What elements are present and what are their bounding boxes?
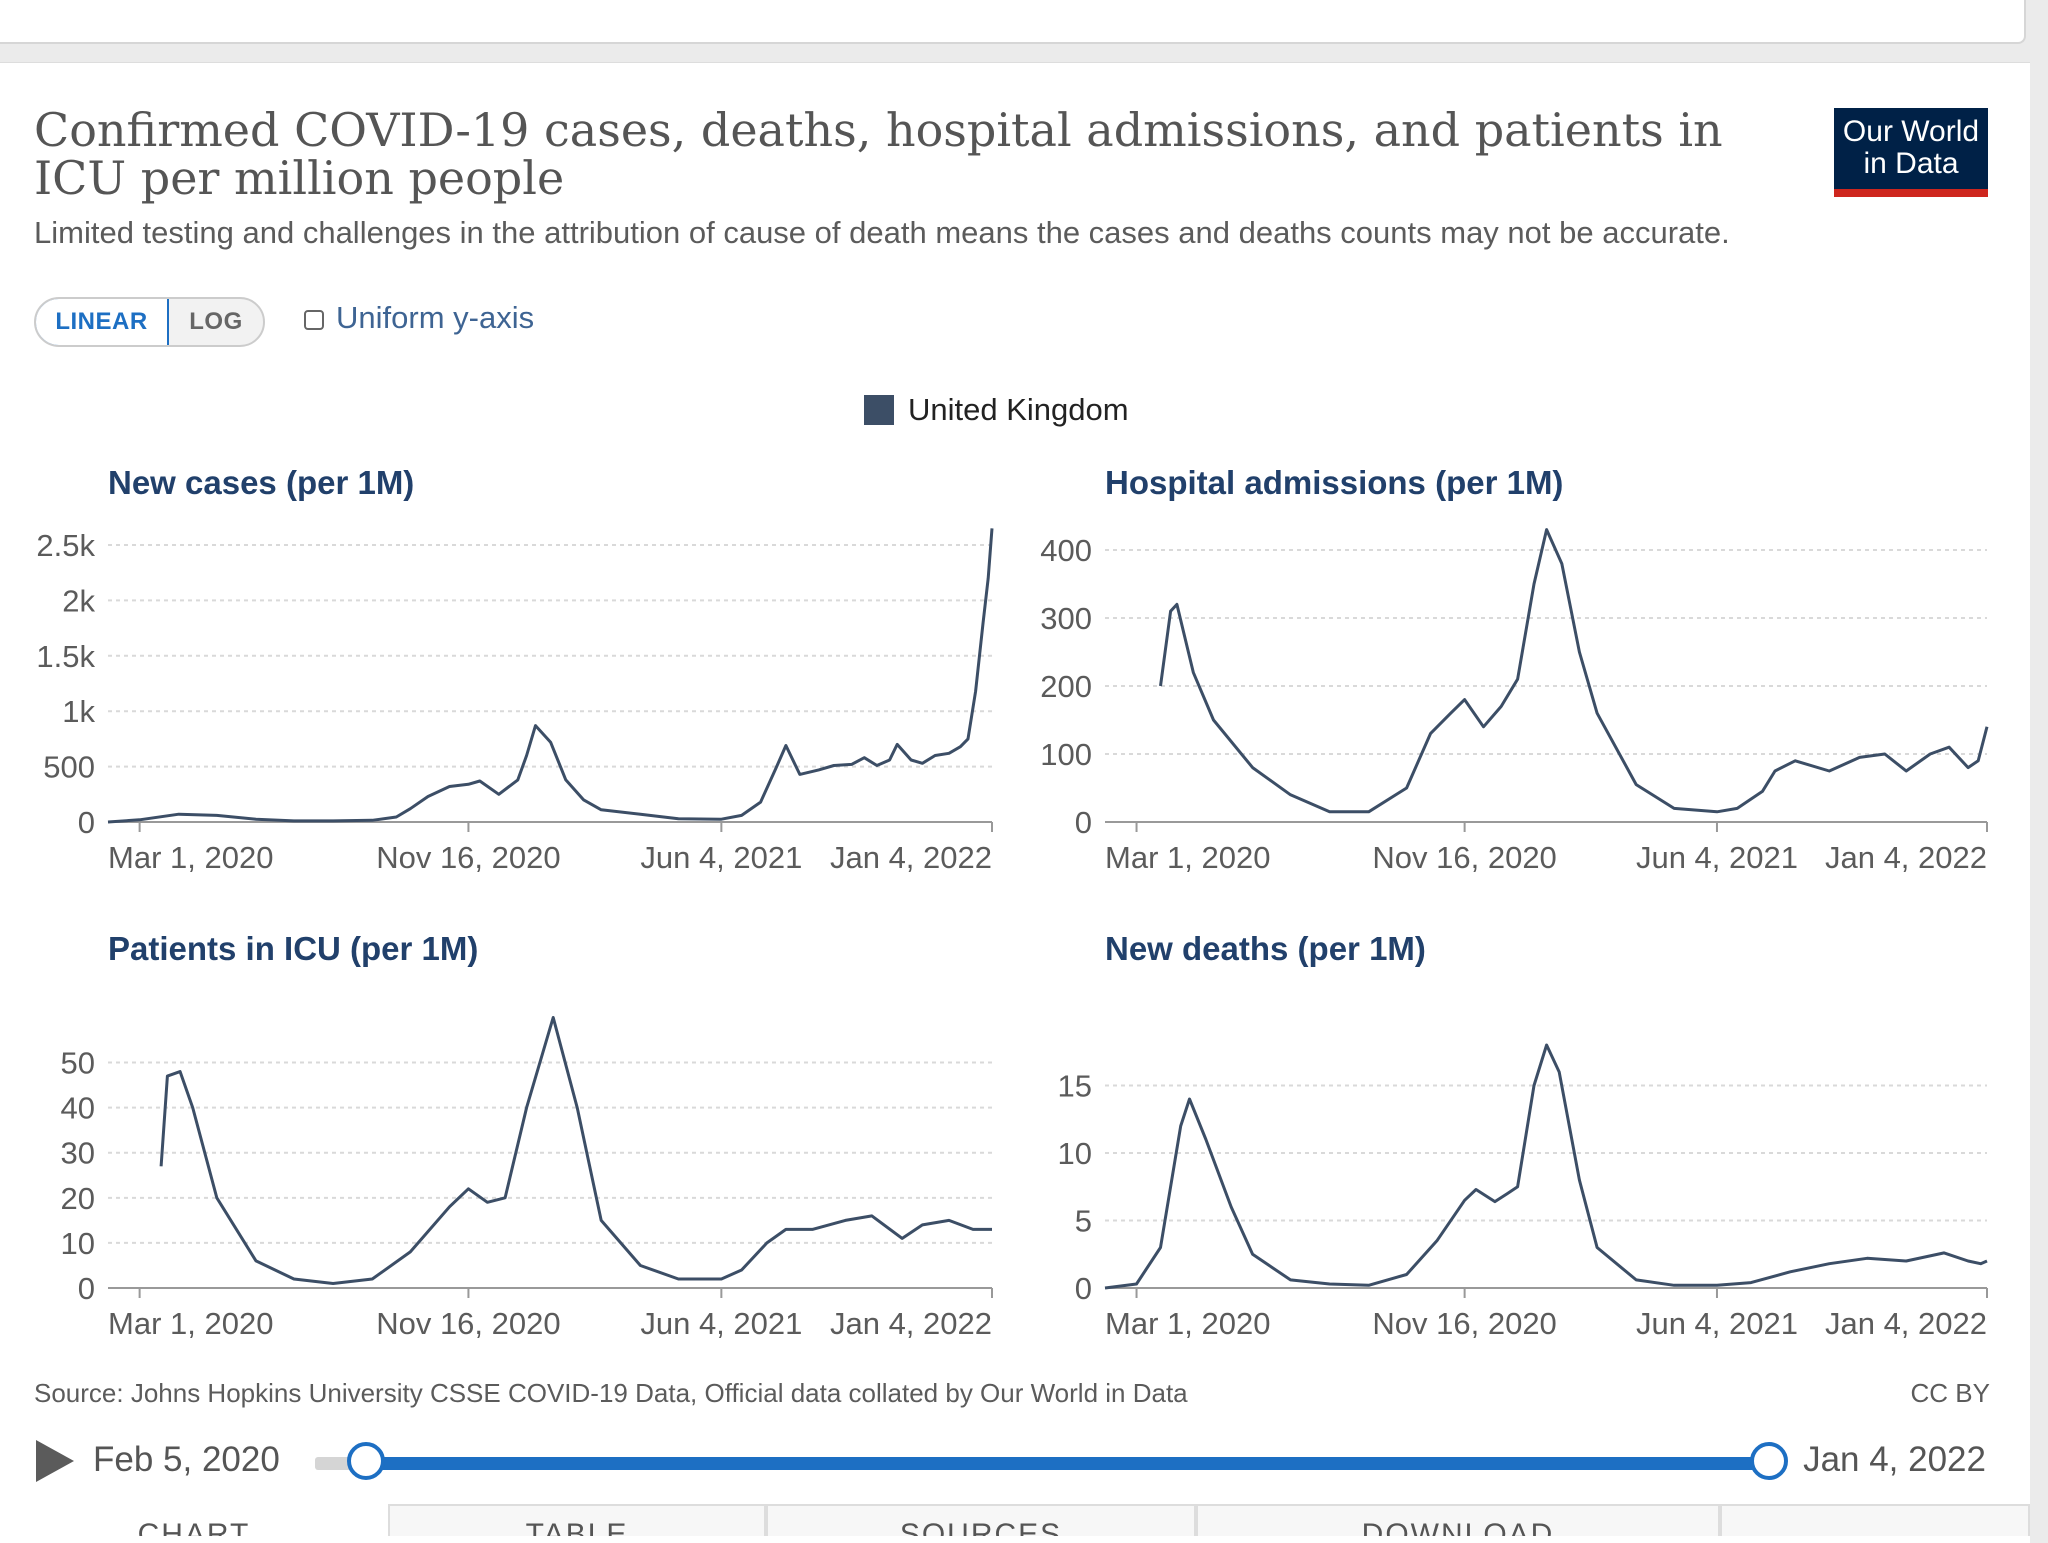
- panel-title: New cases (per 1M): [108, 464, 414, 501]
- chart-title: Confirmed COVID-19 cases, deaths, hospit…: [34, 103, 1723, 205]
- linear-scale-button[interactable]: LINEAR: [36, 299, 169, 345]
- y-tick-label: 500: [43, 750, 95, 785]
- x-tick-label: Jan 4, 2022: [1825, 1306, 1987, 1341]
- y-tick-label: 20: [61, 1181, 95, 1216]
- y-tick-label: 300: [1040, 601, 1092, 636]
- tab-more[interactable]: [1720, 1504, 2030, 1536]
- series-line-united-kingdom: [107, 528, 994, 824]
- y-tick-label: 1k: [62, 694, 95, 729]
- y-tick-label: 200: [1040, 669, 1092, 704]
- y-tick-label: 0: [1075, 1271, 1092, 1306]
- source-note: Source: Johns Hopkins University CSSE CO…: [34, 1378, 1188, 1408]
- y-tick-label: 400: [1040, 533, 1092, 568]
- timeline-start-handle[interactable]: [347, 1442, 385, 1480]
- owid-logo[interactable]: Our World in Data: [1834, 108, 1988, 197]
- y-tick-label: 10: [61, 1226, 95, 1261]
- x-tick-label: Mar 1, 2020: [1105, 840, 1270, 875]
- x-tick-label: Jan 4, 2022: [830, 840, 992, 875]
- series-line-united-kingdom: [1159, 528, 1989, 814]
- y-tick-label: 40: [61, 1091, 95, 1126]
- x-tick-label: Jun 4, 2021: [1636, 1306, 1798, 1341]
- y-tick-label: 2k: [62, 583, 95, 618]
- x-tick-label: Nov 16, 2020: [376, 840, 560, 875]
- y-tick-label: 30: [61, 1136, 95, 1171]
- y-tick-label: 10: [1058, 1136, 1092, 1171]
- x-tick-label: Jan 4, 2022: [1825, 840, 1987, 875]
- timeline-end-label: Jan 4, 2022: [1803, 1440, 1986, 1479]
- logo-line-1: Our World: [1842, 115, 1980, 148]
- tab-bar: CHART TABLE SOURCES DOWNLOAD: [0, 1504, 2030, 1536]
- logo-line-2: in Data: [1863, 147, 1959, 180]
- y-tick-label: 15: [1058, 1069, 1092, 1104]
- x-tick-label: Nov 16, 2020: [1372, 1306, 1556, 1341]
- tab-chart[interactable]: CHART: [0, 1504, 388, 1536]
- timeline: Feb 5, 2020 Jan 4, 2022: [0, 1430, 2048, 1500]
- panel-title: Patients in ICU (per 1M): [108, 930, 478, 967]
- x-tick-label: Nov 16, 2020: [1372, 840, 1556, 875]
- uniform-y-axis-checkbox[interactable]: [304, 310, 324, 330]
- chart-subtitle: Limited testing and challenges in the at…: [34, 215, 1730, 250]
- timeline-start-label: Feb 5, 2020: [93, 1440, 280, 1479]
- x-tick-label: Nov 16, 2020: [376, 1306, 560, 1341]
- series-line-united-kingdom: [159, 1016, 992, 1285]
- legend-swatch: [864, 395, 894, 425]
- y-tick-label: 0: [78, 805, 95, 840]
- x-tick-label: Mar 1, 2020: [108, 840, 273, 875]
- x-tick-label: Mar 1, 2020: [1105, 1306, 1270, 1341]
- chart-card: [0, 62, 2030, 1543]
- timeline-selected-range: [366, 1457, 1769, 1470]
- panel-title: Hospital admissions (per 1M): [1105, 464, 1563, 501]
- y-tick-label: 2.5k: [36, 528, 95, 563]
- y-tick-label: 1.5k: [36, 639, 95, 674]
- tab-table[interactable]: TABLE: [388, 1504, 766, 1536]
- play-icon[interactable]: [36, 1440, 74, 1482]
- y-tick-label: 100: [1040, 737, 1092, 772]
- panel-title: New deaths (per 1M): [1105, 930, 1426, 967]
- scale-toggle: LINEAR LOG: [34, 297, 265, 347]
- timeline-end-handle[interactable]: [1750, 1442, 1788, 1480]
- tab-sources[interactable]: SOURCES: [766, 1504, 1196, 1536]
- x-tick-label: Jan 4, 2022: [830, 1306, 992, 1341]
- uniform-y-axis-toggle[interactable]: Uniform y-axis: [304, 300, 534, 336]
- y-tick-label: 5: [1075, 1204, 1092, 1239]
- legend-label: United Kingdom: [908, 392, 1129, 427]
- x-tick-label: Jun 4, 2021: [1636, 840, 1798, 875]
- y-tick-label: 0: [1075, 805, 1092, 840]
- license-link[interactable]: CC BY: [1910, 1378, 1990, 1408]
- y-tick-label: 50: [61, 1046, 95, 1081]
- log-scale-button[interactable]: LOG: [189, 308, 243, 335]
- tab-download[interactable]: DOWNLOAD: [1196, 1504, 1720, 1536]
- x-tick-label: Jun 4, 2021: [640, 840, 802, 875]
- x-tick-label: Jun 4, 2021: [640, 1306, 802, 1341]
- previous-card: [0, 0, 2026, 44]
- uniform-y-axis-label: Uniform y-axis: [336, 300, 535, 335]
- x-tick-label: Mar 1, 2020: [108, 1306, 273, 1341]
- series-line-united-kingdom: [1104, 1043, 1988, 1290]
- y-tick-label: 0: [78, 1271, 95, 1306]
- legend[interactable]: United Kingdom: [864, 392, 1129, 428]
